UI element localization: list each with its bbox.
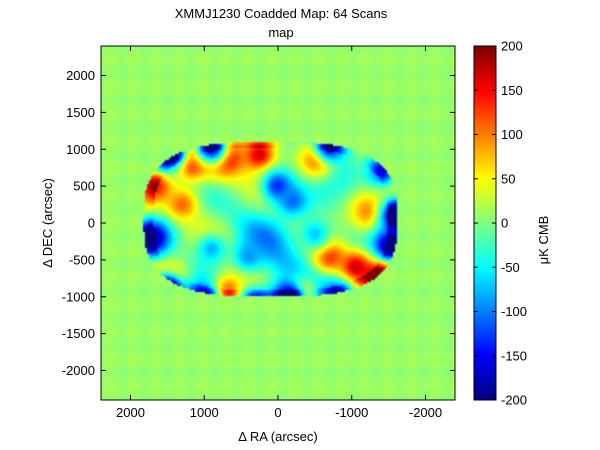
heatmap-image: [101, 46, 455, 400]
x-tick-label: 2000: [116, 405, 145, 420]
x-tick-label: -1000: [335, 405, 368, 420]
y-tick-label: 0: [88, 216, 95, 231]
y-tick-label: 1000: [66, 142, 95, 157]
y-tick-label: -1500: [62, 326, 95, 341]
colorbar-tick-label: 100: [501, 127, 523, 142]
x-axis-label: Δ RA (arcsec): [238, 429, 317, 444]
colorbar-ticks: 200 150 100 50 0 -50 -100 -150 -200: [474, 39, 527, 408]
heatmap-plot-area: [100, 45, 456, 401]
colorbar-tick-label: -100: [501, 304, 527, 319]
colorbar-tick-label: 150: [501, 83, 523, 98]
x-tick-label: -2000: [409, 405, 442, 420]
chart-title: XMMJ1230 Coadded Map: 64 Scans: [175, 6, 388, 21]
y-tick-label: 1500: [66, 105, 95, 120]
colorbar: 200 150 100 50 0 -50 -100 -150 -200 μK CMB: [473, 39, 551, 408]
y-axis-ticks: 2000 1500 1000 500 0 -500 -1000 -1500 -2000: [62, 68, 455, 378]
colorbar-tick-label: 200: [501, 39, 523, 54]
colorbar-tick-label: -200: [501, 393, 527, 408]
y-tick-label: 2000: [66, 68, 95, 83]
colorbar-tick-label: -150: [501, 348, 527, 363]
y-tick-label: -500: [69, 252, 95, 267]
colorbar-tick-label: -50: [501, 260, 520, 275]
colorbar-tick-label: 50: [501, 171, 515, 186]
x-axis-ticks: 2000 1000 0 -1000 -2000: [116, 46, 442, 420]
y-tick-label: -2000: [62, 363, 95, 378]
y-axis-label: Δ DEC (arcsec): [40, 178, 55, 268]
colorbar-label: μK CMB: [536, 216, 551, 265]
colorbar-gradient: [474, 46, 496, 400]
y-tick-label: -1000: [62, 289, 95, 304]
colorbar-tick-label: 0: [501, 216, 508, 231]
chart-subtitle: map: [268, 25, 293, 40]
y-tick-label: 500: [73, 179, 95, 194]
x-tick-label: 1000: [190, 405, 219, 420]
x-tick-label: 0: [274, 405, 281, 420]
